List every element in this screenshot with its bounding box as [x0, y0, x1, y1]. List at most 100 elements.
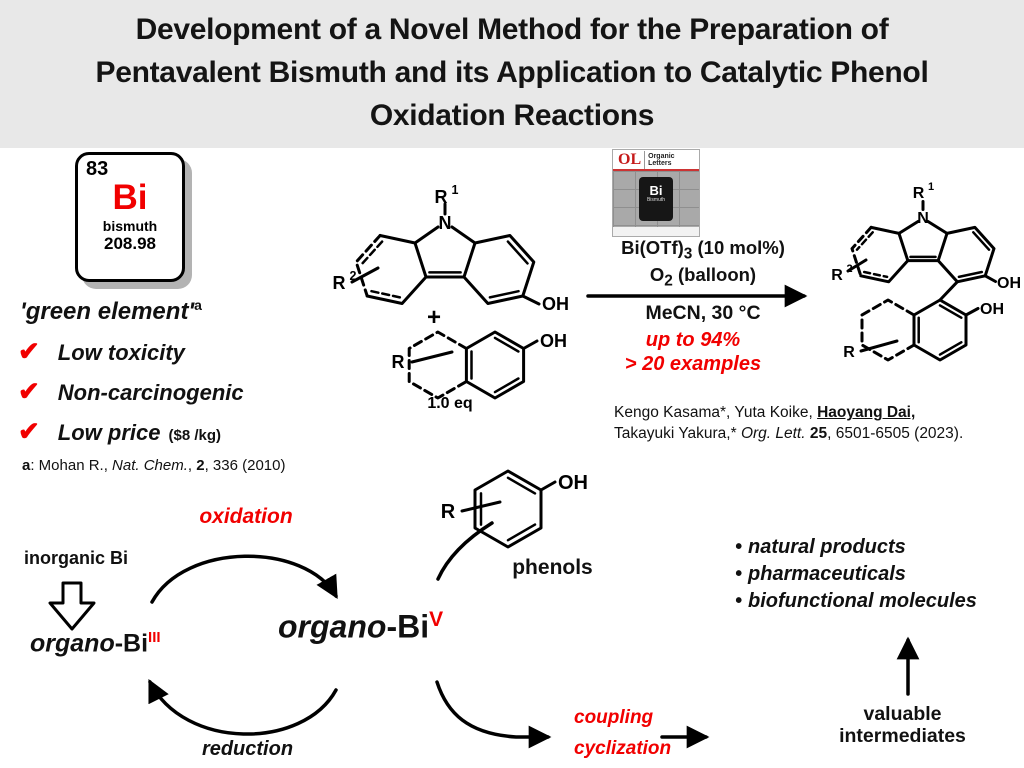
bond: [859, 307, 980, 353]
citation-line-1: Kengo Kasama*, Yuta Koike, Haoyang Dai,: [614, 402, 1014, 423]
citation-authors: Takayuki Yakura,*: [614, 425, 741, 442]
footnote-journal: Nat. Chem.: [112, 457, 188, 474]
footnote-marker-sup: a: [194, 297, 202, 313]
footnote-text: ,: [187, 457, 197, 474]
oxidation-state-3: III: [148, 629, 161, 646]
citation-journal: Org. Lett.: [740, 425, 810, 442]
bond: [365, 234, 428, 305]
reactant-carbazole-structure: [350, 202, 541, 306]
double-bond: [479, 476, 537, 542]
catalyst-line: Bi(OTf)3 (10 mol%): [583, 237, 823, 264]
citation: Kengo Kasama*, Yuta Koike, Haoyang Dai, …: [614, 402, 1014, 444]
oxidant-note: (balloon): [672, 263, 757, 285]
check-item-label: Low price: [57, 420, 161, 445]
double-bond-dashed: [855, 231, 889, 279]
oh-label: OH: [997, 275, 1021, 292]
list-item: • biofunctional molecules: [735, 588, 977, 615]
phenols-structure: [460, 469, 557, 549]
bi-text: -Bi: [114, 629, 149, 658]
double-bond-dashed: [361, 240, 402, 299]
citation-highlighted-author: Haoyang Dai,: [817, 404, 916, 421]
valuable-line: valuable: [863, 703, 942, 725]
product-structure: [846, 200, 997, 362]
r2-sup: 2: [847, 263, 853, 275]
phenols-label: phenols: [512, 556, 593, 579]
r2-sup: 2: [350, 269, 357, 283]
r1-sup: 1: [452, 183, 459, 197]
check-item: ✔ Non-carcinogenic: [18, 376, 244, 407]
check-item: ✔ Low price ($8 /kg): [18, 416, 221, 447]
list-item: • pharmaceuticals: [735, 561, 977, 588]
footnote-text: : Mohan R.,: [30, 457, 113, 474]
bullet-icon: •: [735, 536, 743, 558]
price-note: ($8 /kg): [168, 427, 221, 444]
element-mass: 208.98: [104, 234, 156, 253]
check-icon: ✔: [18, 336, 40, 366]
double-bond: [909, 231, 991, 279]
journal-name: Organic Letters: [648, 152, 675, 167]
oh-label: OH: [540, 331, 567, 351]
bond-dashed: [407, 330, 468, 400]
oxidant-sub: 2: [664, 272, 673, 290]
citation-line-2: Takayuki Yakura,* Org. Lett. 25, 6501-65…: [614, 423, 1014, 444]
bond-dashed: [850, 225, 873, 278]
page-title-line-1: Development of a Novel Method for the Pr…: [135, 13, 889, 46]
application-label: pharmaceuticals: [748, 563, 906, 585]
block-down-arrow: [48, 581, 96, 631]
journal-cover-thumbnail: OL Organic Letters Bi Bismuth: [612, 149, 700, 237]
bi-tile-name: Bismuth: [646, 197, 666, 203]
footnote-text: , 336 (2010): [204, 457, 286, 474]
yield-info: up to 94% > 20 examples: [578, 328, 808, 376]
bond: [464, 330, 526, 400]
list-item: • natural products: [735, 534, 977, 561]
title-band: Development of a Novel Method for the Pr…: [0, 0, 1024, 148]
bond: [473, 469, 543, 549]
r2-label: R: [831, 267, 843, 284]
bismuth-element-card: 83 Bi bismuth 208.98: [75, 152, 185, 282]
bond: [350, 202, 541, 306]
citation-pages: , 6501-6505 (2023).: [827, 425, 964, 442]
bond: [936, 225, 996, 284]
bi-text: -Bi: [386, 608, 430, 645]
oxidation-arrow: [150, 554, 338, 604]
check-icon: ✔: [18, 416, 40, 446]
cyclization-line: cyclization: [574, 738, 672, 759]
check-item-label: Low toxicity: [57, 340, 185, 365]
valuable-intermediates-label: valuable intermediates: [820, 703, 985, 747]
journal-cover-footer: [613, 227, 699, 236]
organo-text: organo: [30, 629, 115, 658]
organo-bi3-label: organo-BiIII: [30, 629, 161, 658]
coupling-line: coupling: [574, 707, 654, 728]
oxidation-label: oxidation: [199, 505, 293, 528]
examples-line: > 20 examples: [624, 353, 762, 375]
journal-logo: OL: [613, 150, 646, 169]
journal-cover-header: OL Organic Letters: [613, 150, 699, 171]
bond: [462, 234, 536, 305]
applications-list: • natural products • pharmaceuticals • biof…: [735, 534, 977, 615]
oxidant-line: O2 (balloon): [583, 264, 823, 291]
intermediates-line: intermediates: [839, 725, 966, 747]
r1-sup: 1: [928, 181, 934, 193]
bond-dashed: [354, 234, 382, 298]
page-title-line-2: Pentavalent Bismuth and its Application …: [95, 56, 929, 89]
oh-label: OH: [558, 472, 588, 494]
catalyst-loading: (10 mol%): [692, 237, 785, 258]
phenols-in-curve: [436, 521, 494, 581]
r-label: R: [441, 501, 456, 523]
bond: [460, 480, 557, 513]
green-element-heading: 'green element'a: [20, 297, 202, 326]
citation-authors: Kengo Kasama*, Yuta Koike,: [614, 404, 818, 421]
reactant-phenol-structure: [407, 330, 539, 400]
bond: [912, 298, 968, 362]
footnote: a: Mohan R., Nat. Chem., 2, 336 (2010): [22, 457, 285, 474]
organo-text: organo: [278, 608, 387, 645]
inorganic-bi-label: inorganic Bi: [23, 548, 128, 568]
bond: [846, 200, 997, 302]
oh-label: OH: [980, 301, 1004, 318]
element-name: bismuth: [102, 218, 158, 234]
product-out-arrow: [435, 680, 552, 749]
reduction-label: reduction: [201, 738, 294, 760]
citation-volume: 25: [809, 425, 828, 442]
journal-cover-art: Bi Bismuth: [613, 171, 699, 227]
